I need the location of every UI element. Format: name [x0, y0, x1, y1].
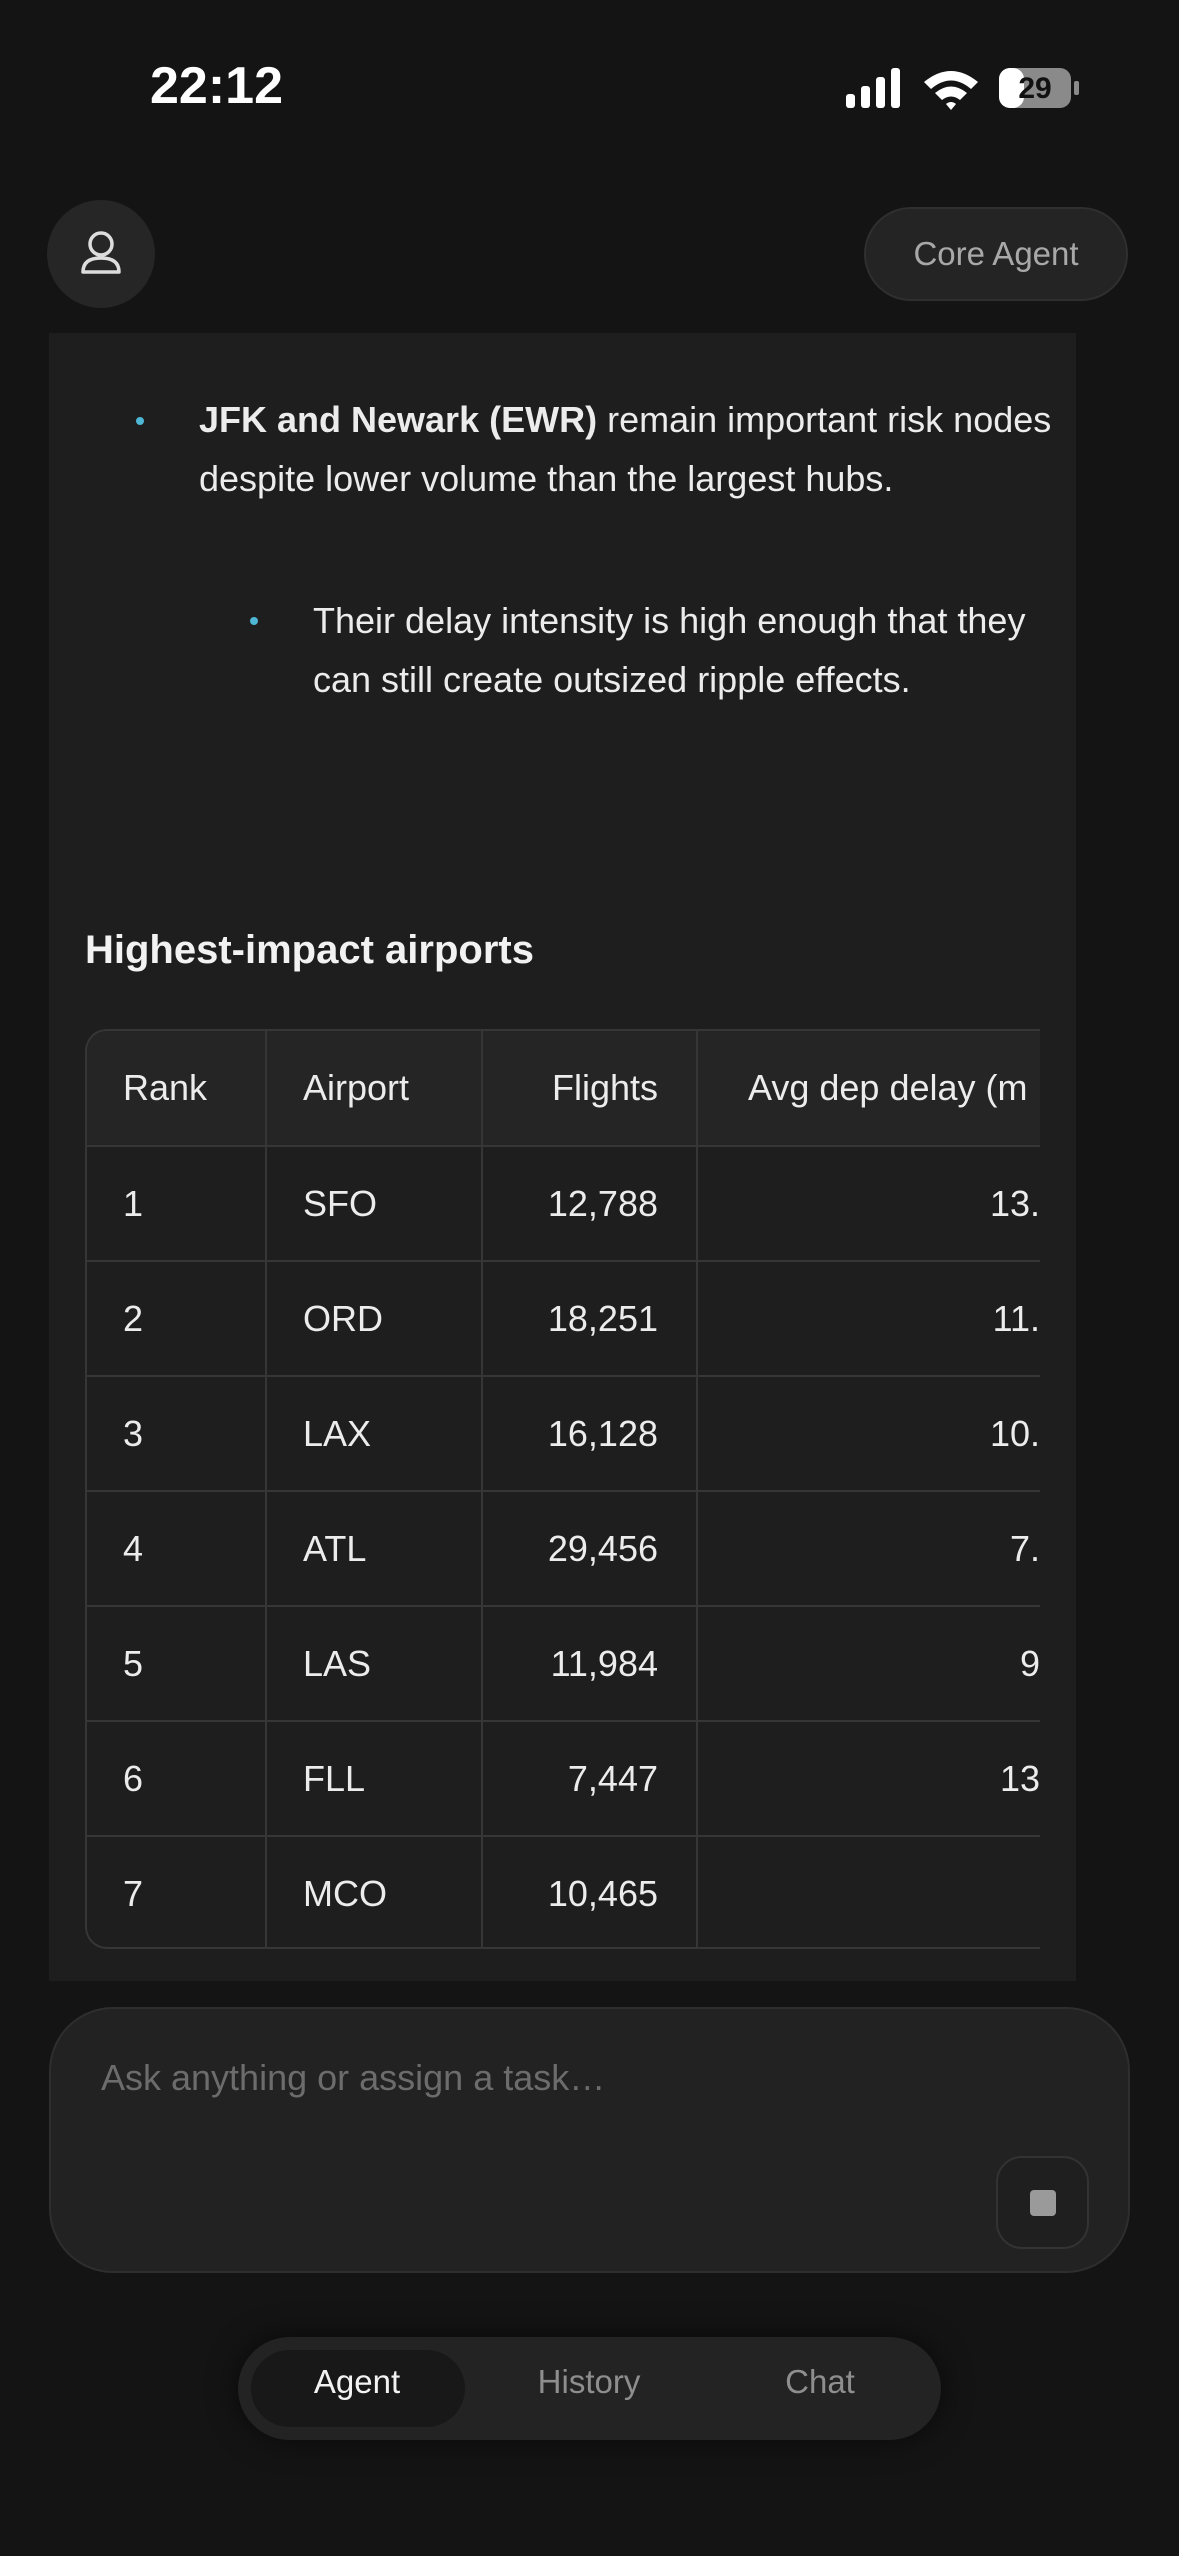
status-time: 22:12	[150, 57, 283, 115]
composer-placeholder[interactable]: Ask anything or assign a task…	[101, 2057, 606, 2098]
table-cell	[696, 1835, 1040, 1947]
table-cell: LAX	[265, 1375, 483, 1492]
table-cell: LAS	[265, 1605, 483, 1722]
table-row: 6 FLL 7,447 13	[87, 1720, 1040, 1837]
table-title: Highest-impact airports	[85, 928, 534, 972]
table-cell: 13.	[696, 1145, 1040, 1262]
table-cell: 13	[696, 1720, 1040, 1837]
table-cell: 10.	[696, 1375, 1040, 1492]
status-icons: 29	[846, 68, 1079, 110]
table-cell: SFO	[265, 1145, 483, 1262]
bullet-bold: JFK and Newark (EWR)	[199, 399, 598, 440]
sub-bullet-text: Their delay intensity is high enough tha…	[313, 600, 1026, 700]
table-cell: 9	[696, 1605, 1040, 1722]
table-cell: 1	[87, 1145, 267, 1262]
tab-active-indicator	[251, 2350, 465, 2427]
table-row: 5 LAS 11,984 9	[87, 1605, 1040, 1722]
stop-icon	[1030, 2190, 1056, 2216]
tab-bar: Agent History Chat	[238, 2337, 941, 2440]
table-row: 3 LAX 16,128 10.	[87, 1375, 1040, 1492]
table-row: 4 ATL 29,456 7.	[87, 1490, 1040, 1607]
table-cell: ORD	[265, 1260, 483, 1377]
message-panel: JFK and Newark (EWR) remain important ri…	[49, 333, 1076, 1981]
table-cell: 12,788	[481, 1145, 698, 1262]
table-cell: 5	[87, 1605, 267, 1722]
battery-level: 29	[1018, 72, 1051, 105]
table-cell: MCO	[265, 1835, 483, 1947]
profile-button[interactable]	[47, 200, 155, 308]
table-header-cell: Rank	[87, 1031, 267, 1147]
table-cell: 7,447	[481, 1720, 698, 1837]
table-cell: 7.	[696, 1490, 1040, 1607]
table-row: 1 SFO 12,788 13.	[87, 1145, 1040, 1262]
table-header-cell: Flights	[481, 1031, 698, 1147]
table-cell: ATL	[265, 1490, 483, 1607]
table-row: 7 MCO 10,465	[87, 1835, 1040, 1947]
composer[interactable]: Ask anything or assign a task…	[49, 2007, 1130, 2273]
table-cell: 11,984	[481, 1605, 698, 1722]
table-cell: 10,465	[481, 1835, 698, 1947]
table-cell: FLL	[265, 1720, 483, 1837]
bullet-body: remain important risk nodes despite lowe…	[199, 399, 1052, 499]
table-header-cell: Airport	[265, 1031, 483, 1147]
table-body: 1 SFO 12,788 13. 2 ORD 18,251 11. 3 LAX 16,128 10. 4…	[87, 1145, 1040, 1947]
stop-button[interactable]	[996, 2156, 1089, 2249]
agent-selector[interactable]: Core Agent	[864, 207, 1128, 301]
table-container: Rank Airport Flights Avg dep delay (m 1 SFO 1…	[85, 1029, 1040, 1949]
profile-icon	[81, 231, 121, 274]
table-cell: 16,128	[481, 1375, 698, 1492]
bullet-text: JFK and Newark (EWR) remain important ri…	[199, 390, 1059, 508]
table-cell: 3	[87, 1375, 267, 1492]
table-cell: 2	[87, 1260, 267, 1377]
tab[interactable]: Agent	[313, 2363, 401, 2400]
table-cell: 29,456	[481, 1490, 698, 1607]
table-cell: 6	[87, 1720, 267, 1837]
bullet-dot	[136, 417, 144, 425]
sub-bullet-dot	[250, 617, 258, 625]
table-header-row: Rank Airport Flights Avg dep delay (m	[87, 1031, 1040, 1147]
table-cell: 4	[87, 1490, 267, 1607]
tab[interactable]: History	[537, 2363, 641, 2400]
table: Rank Airport Flights Avg dep delay (m 1 SFO 1…	[87, 1031, 1040, 1947]
table-row: 2 ORD 18,251 11.	[87, 1260, 1040, 1377]
table-cell: 18,251	[481, 1260, 698, 1377]
table-cell: 7	[87, 1835, 267, 1947]
table-cell: 11.	[696, 1260, 1040, 1377]
tab[interactable]: Chat	[785, 2363, 855, 2400]
table-header-cell: Avg dep delay (m	[696, 1031, 1040, 1147]
